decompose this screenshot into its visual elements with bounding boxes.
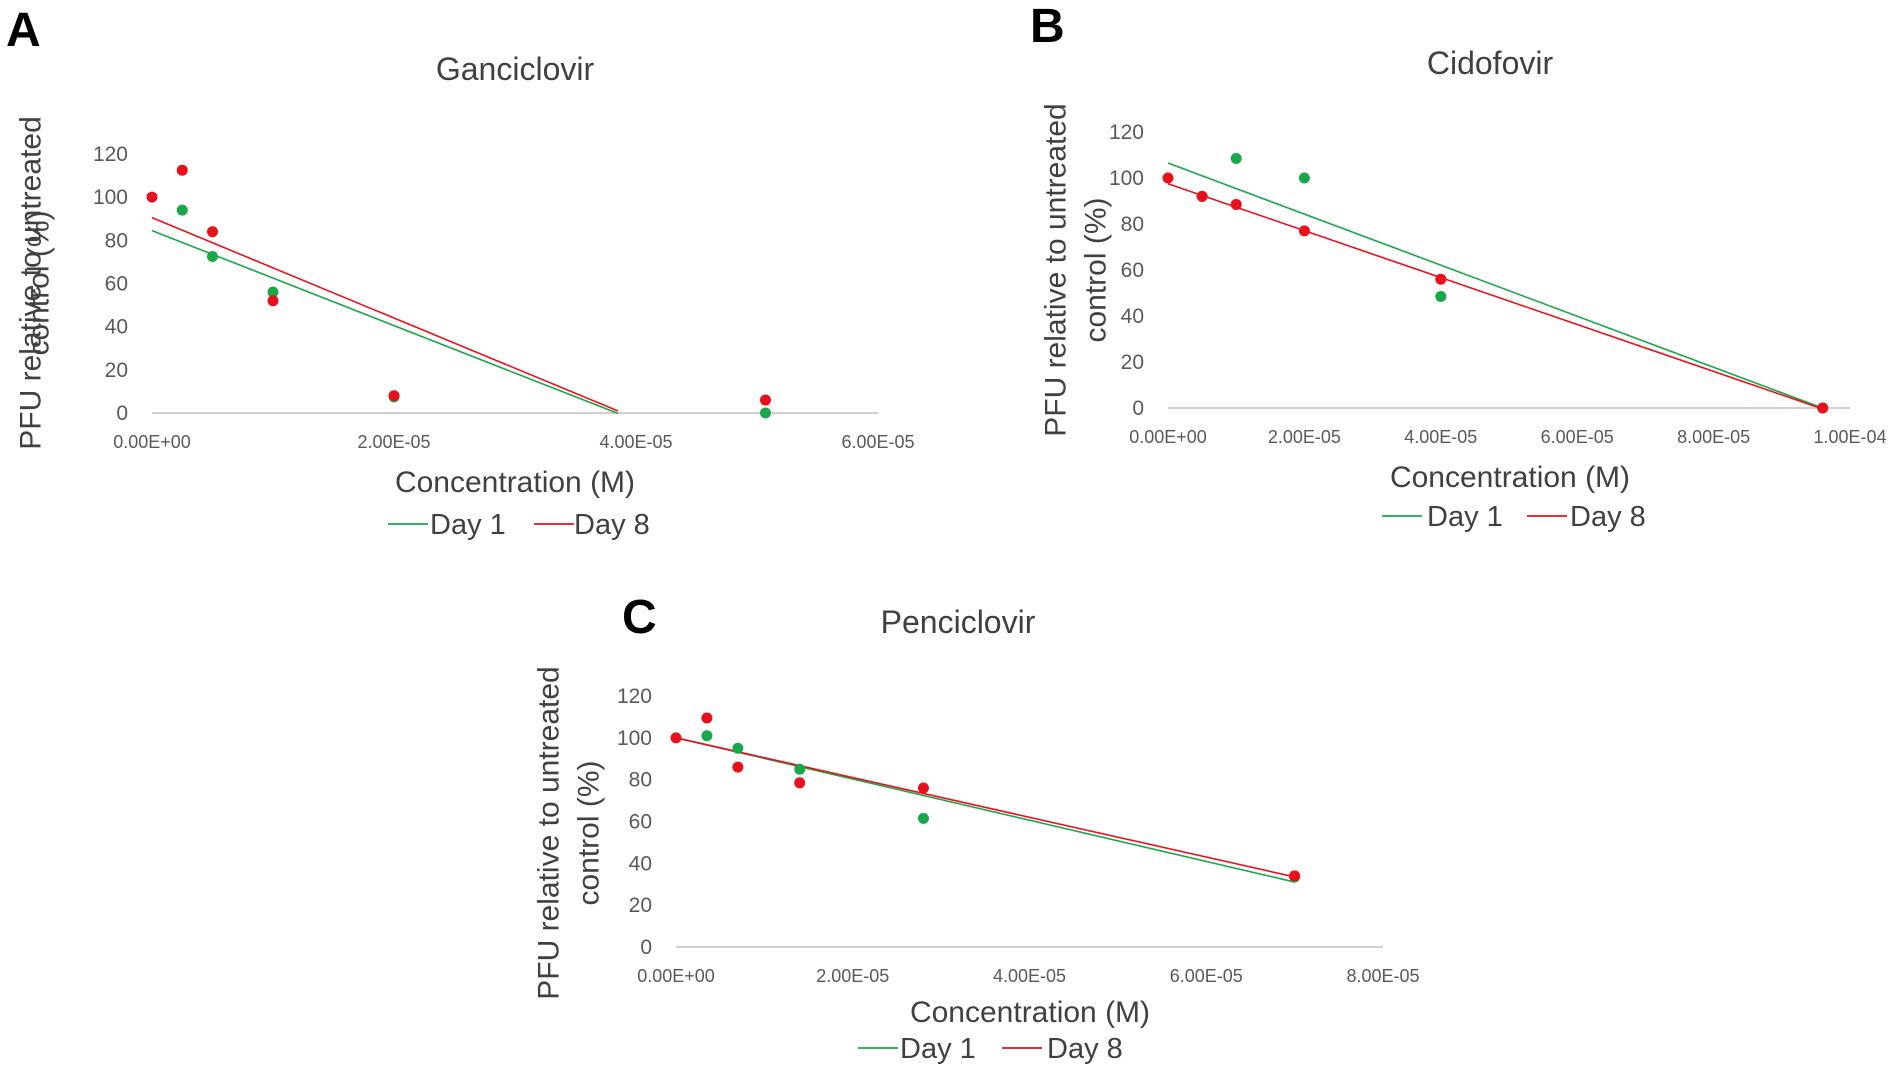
- trendline-day-8: [675, 737, 1295, 878]
- data-point-day-1: [1298, 172, 1310, 184]
- y-tick-label: 20: [105, 359, 128, 382]
- x-tick-label: 0.00E+00: [113, 432, 191, 452]
- x-tick-label: 2.00E-05: [816, 966, 889, 986]
- data-point-day-1: [759, 407, 771, 419]
- data-point-day-8: [1196, 190, 1208, 202]
- chart-panel-c: C Penciclovir 0 20 40 60 80 100 120 0.00E+00 2.00E…: [533, 591, 1420, 1065]
- data-point-day-8: [917, 782, 929, 794]
- legend-label: Day 1: [900, 1033, 976, 1065]
- data-point-day-8: [267, 295, 279, 307]
- data-point-day-1: [732, 742, 744, 754]
- data-point-day-8: [176, 164, 188, 176]
- data-point-day-1: [701, 730, 713, 742]
- y-tick-label: 100: [617, 727, 652, 750]
- trendline-day-8: [1167, 182, 1823, 410]
- y-tick-label: 100: [93, 186, 128, 209]
- data-point-day-8: [388, 390, 400, 402]
- chart-title: Penciclovir: [881, 604, 1036, 640]
- x-tick-label: 1.00E-04: [1813, 427, 1886, 447]
- y-tick-label: 100: [1109, 167, 1144, 190]
- x-tick-label: 2.00E-05: [357, 432, 430, 452]
- x-tick-label: 2.00E-05: [1268, 427, 1341, 447]
- y-axis-label: control (%): [573, 760, 606, 905]
- y-tick-label: 80: [629, 769, 652, 792]
- data-point-day-8: [732, 761, 744, 773]
- y-tick-label: 120: [1109, 121, 1144, 144]
- chart-panel-a: A Ganciclovir 0 20 40 60 80 100 120 0.00E+00 2.00E…: [6, 4, 915, 541]
- x-tick-label: 6.00E-05: [841, 432, 914, 452]
- data-point-day-1: [176, 204, 188, 216]
- x-tick-label: 0.00E+00: [1129, 427, 1207, 447]
- y-tick-label: 40: [629, 852, 652, 875]
- x-tick-label: 6.00E-05: [1170, 966, 1243, 986]
- chart-title: Ganciclovir: [436, 51, 595, 87]
- y-tick-label: 0: [640, 936, 652, 959]
- data-point-day-8: [1435, 273, 1447, 285]
- trendline-day-8: [151, 216, 619, 412]
- x-tick-label: 4.00E-05: [1404, 427, 1477, 447]
- data-point-day-8: [1162, 172, 1174, 184]
- y-tick-label: 120: [93, 143, 128, 166]
- data-point-day-8: [1817, 402, 1829, 414]
- y-tick-label: 60: [629, 811, 652, 834]
- y-axis-label: PFU relative to untreated: [15, 116, 48, 450]
- x-tick-label: 0.00E+00: [637, 966, 715, 986]
- data-point-day-8: [701, 712, 713, 724]
- data-point-day-8: [794, 777, 806, 789]
- data-point-day-1: [207, 251, 218, 263]
- panel-letter: B: [1030, 0, 1065, 53]
- legend-label: Day 8: [574, 509, 650, 541]
- data-point-day-8: [1298, 225, 1310, 237]
- trendline-day-1: [151, 229, 619, 415]
- data-point-day-8: [670, 732, 682, 744]
- data-point-day-8: [1230, 198, 1242, 210]
- y-axis-label: PFU relative to untreated: [533, 666, 566, 1000]
- legend-label: Day 8: [1570, 501, 1646, 533]
- data-point-day-8: [1289, 870, 1301, 882]
- y-tick-label: 0: [116, 402, 128, 425]
- data-point-day-8: [207, 226, 218, 238]
- x-axis-label: Concentration (M): [395, 466, 635, 499]
- data-point-day-8: [759, 394, 771, 406]
- y-tick-label: 0: [1132, 397, 1144, 420]
- y-tick-label: 120: [617, 685, 652, 708]
- data-point-day-1: [794, 763, 806, 775]
- panel-letter: A: [6, 4, 41, 57]
- panel-letter: C: [622, 591, 657, 644]
- trendline-day-1: [1167, 162, 1824, 409]
- data-point-day-1: [267, 286, 279, 298]
- y-axis-label: control (%): [1080, 197, 1113, 342]
- y-axis-label: control (%): [23, 210, 56, 355]
- y-axis-label: PFU relative to untreated: [1040, 103, 1073, 437]
- data-point-day-1: [1435, 290, 1447, 302]
- x-tick-label: 4.00E-05: [993, 966, 1066, 986]
- y-tick-label: 20: [629, 894, 652, 917]
- x-tick-label: 8.00E-05: [1677, 427, 1750, 447]
- x-tick-label: 8.00E-05: [1346, 966, 1419, 986]
- chart-title: Cidofovir: [1427, 45, 1554, 81]
- chart-panel-b: B Cidofovir 0 20 40 60 80 100 120 0.00E+00 2.00E-0…: [1030, 0, 1887, 533]
- y-tick-label: 60: [105, 273, 128, 296]
- legend-label: Day 1: [430, 509, 506, 541]
- y-tick-label: 80: [1121, 213, 1144, 236]
- y-tick-label: 60: [1121, 259, 1144, 282]
- y-tick-label: 20: [1121, 351, 1144, 374]
- y-tick-label: 40: [1121, 305, 1144, 328]
- legend-label: Day 8: [1047, 1033, 1123, 1065]
- x-tick-label: 4.00E-05: [599, 432, 672, 452]
- data-point-day-1: [1230, 152, 1242, 164]
- trendline-day-1: [675, 737, 1295, 883]
- y-tick-label: 40: [105, 316, 128, 339]
- x-tick-label: 6.00E-05: [1541, 427, 1614, 447]
- x-axis-label: Concentration (M): [910, 996, 1150, 1029]
- data-point-day-1: [917, 812, 929, 824]
- data-point-day-8: [146, 191, 158, 203]
- legend-label: Day 1: [1427, 501, 1503, 533]
- y-tick-label: 80: [105, 229, 128, 252]
- x-axis-label: Concentration (M): [1390, 461, 1630, 494]
